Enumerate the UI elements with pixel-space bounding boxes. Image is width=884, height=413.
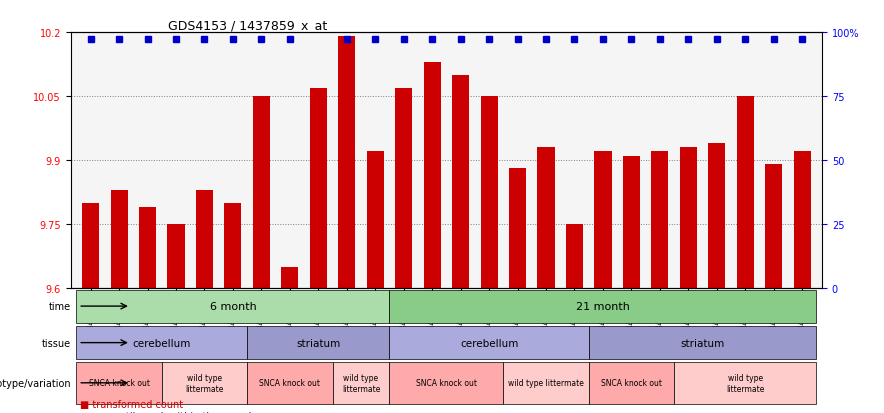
Bar [452,76,469,288]
Text: 6 month: 6 month [210,301,256,311]
FancyBboxPatch shape [503,362,589,404]
Bar [82,203,99,288]
FancyBboxPatch shape [390,362,503,404]
Text: GDS4153 / 1437859_x_at: GDS4153 / 1437859_x_at [168,19,328,32]
FancyBboxPatch shape [162,362,248,404]
Text: cerebellum: cerebellum [460,338,518,348]
Bar [367,152,384,288]
FancyBboxPatch shape [390,326,589,359]
Bar [167,224,185,288]
Text: wild type littermate: wild type littermate [508,378,584,387]
Bar [509,169,526,288]
FancyBboxPatch shape [332,362,390,404]
FancyBboxPatch shape [76,290,390,323]
Bar [139,207,156,288]
Bar [736,97,754,288]
Text: striatum: striatum [681,338,725,348]
Text: cerebellum: cerebellum [133,338,191,348]
Bar [594,152,612,288]
Bar [253,97,270,288]
Bar [395,88,412,288]
Bar [652,152,668,288]
Text: tissue: tissue [42,338,71,348]
Bar [481,97,498,288]
Bar [423,63,441,288]
Text: SNCA knock out: SNCA knock out [259,378,320,387]
Bar [196,190,213,288]
Bar [794,152,811,288]
Text: SNCA knock out: SNCA knock out [415,378,477,387]
Bar [281,267,299,288]
Bar [566,224,583,288]
Text: time: time [49,301,71,311]
Text: SNCA knock out: SNCA knock out [88,378,149,387]
Bar [708,144,726,288]
Text: striatum: striatum [296,338,340,348]
Text: ■ transformed count: ■ transformed count [80,399,183,409]
Text: wild type
littermate: wild type littermate [342,373,380,392]
Text: SNCA knock out: SNCA knock out [601,378,662,387]
Bar [110,190,127,288]
Bar [225,203,241,288]
FancyBboxPatch shape [76,326,248,359]
FancyBboxPatch shape [674,362,817,404]
FancyBboxPatch shape [248,362,332,404]
Bar [766,165,782,288]
Bar [537,148,554,288]
FancyBboxPatch shape [76,362,162,404]
FancyBboxPatch shape [589,326,817,359]
Bar [623,157,640,288]
FancyBboxPatch shape [589,362,674,404]
FancyBboxPatch shape [248,326,390,359]
Text: wild type
littermate: wild type littermate [726,373,765,392]
Bar [339,37,355,288]
Text: wild type
littermate: wild type littermate [186,373,224,392]
Bar [680,148,697,288]
Text: genotype/variation: genotype/variation [0,378,71,388]
Bar [309,88,327,288]
Text: ■ percentile rank within the sample: ■ percentile rank within the sample [80,411,257,413]
FancyBboxPatch shape [390,290,817,323]
Text: 21 month: 21 month [576,301,630,311]
